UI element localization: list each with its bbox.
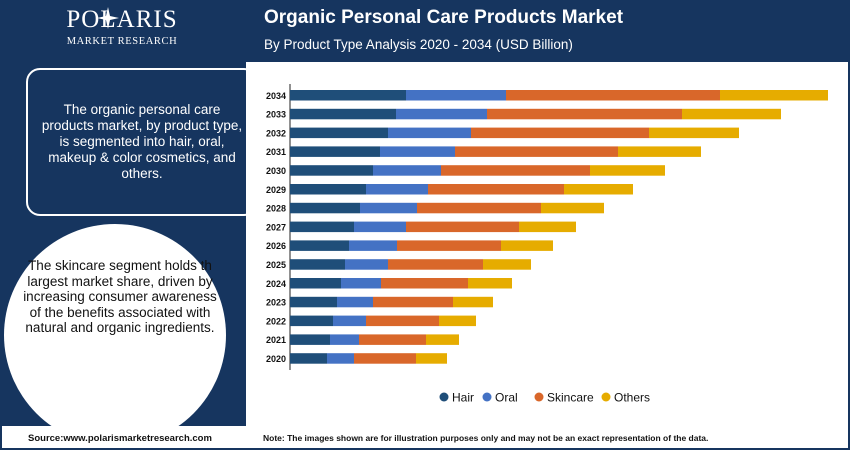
bar-skincare-2030 [441,165,590,176]
bar-oral-2026 [349,240,397,251]
disclaimer-note: Note: The images shown are for illustrat… [263,433,709,443]
bar-hair-2028 [290,202,360,214]
bar-skincare-2026 [397,240,501,251]
bar-others-2025 [483,259,531,270]
brand-logo: POLARIS [66,6,178,33]
bar-skincare-2022 [366,315,439,327]
bar-oral-2021 [330,334,359,345]
y-tick-label: 2032 [266,128,286,138]
bar-skincare-2020 [354,353,416,364]
bar-skincare-2031 [455,146,618,157]
bar-hair-2027 [290,221,354,233]
bar-others-2033 [682,108,781,120]
y-tick-label: 2021 [266,335,286,345]
bar-others-2022 [439,315,476,327]
bar-hair-2023 [290,296,337,308]
y-tick-label: 2030 [266,166,286,176]
bar-hair-2034 [290,90,406,101]
bar-hair-2026 [290,240,349,251]
bar-skincare-2023 [373,296,453,308]
y-tick-label: 2028 [266,204,286,214]
bar-others-2027 [519,221,576,233]
bar-oral-2022 [333,315,366,327]
bar-hair-2029 [290,184,366,195]
bar-skincare-2024 [381,278,468,289]
legend-marker-others [601,392,611,402]
bar-oral-2029 [366,184,428,195]
chart-title: Organic Personal Care Products Market [264,7,624,28]
bar-others-2023 [453,296,493,308]
bar-hair-2020 [290,353,327,364]
y-tick-label: 2027 [266,222,286,232]
y-tick-label: 2023 [266,298,286,308]
source-text: Source:www.polarismarketresearch.com [28,433,212,444]
legend-label-oral: Oral [495,391,518,405]
bar-oral-2033 [396,108,487,120]
y-tick-label: 2033 [266,110,286,120]
bar-hair-2030 [290,165,373,176]
bar-oral-2023 [337,296,373,308]
legend-marker-oral [482,392,492,402]
bar-skincare-2029 [428,184,564,195]
bar-oral-2034 [406,90,506,101]
bar-hair-2021 [290,334,330,345]
bar-oral-2030 [373,165,441,176]
bar-skincare-2027 [406,221,519,233]
segmentation-info-text: The organic personal care products marke… [41,102,243,181]
bar-oral-2028 [360,202,417,214]
y-tick-label: 2034 [266,91,286,101]
highlight-circle [4,224,226,446]
bar-skincare-2028 [417,202,541,214]
bar-oral-2032 [388,127,471,139]
bar-others-2030 [590,165,665,176]
y-tick-label: 2031 [266,147,286,157]
y-tick-label: 2029 [266,185,286,195]
segmentation-info-box: The organic personal care products marke… [26,68,258,216]
skincare-highlight-text: The skincare segment holds th largest ma… [23,258,217,335]
polaris-star-icon [97,7,119,29]
legend-marker-skincare [534,392,544,402]
bar-others-2028 [541,202,604,214]
legend-marker-hair [439,392,449,402]
bar-oral-2027 [354,221,406,233]
bar-hair-2024 [290,278,341,289]
y-tick-label: 2024 [266,279,286,289]
bar-hair-2033 [290,108,396,120]
bar-oral-2020 [327,353,354,364]
bar-skincare-2021 [359,334,426,345]
footer-band [2,426,848,448]
bar-others-2026 [501,240,553,251]
legend-label-hair: Hair [452,391,474,405]
bar-skincare-2034 [506,90,720,101]
bar-oral-2025 [345,259,388,270]
legend-label-others: Others [614,391,650,405]
bar-others-2031 [618,146,701,157]
header-band [246,2,848,62]
bar-others-2032 [649,127,739,139]
legend-label-skincare: Skincare [547,391,594,405]
brand-tagline: MARKET RESEARCH [66,36,178,47]
bar-others-2021 [426,334,459,345]
bar-others-2020 [416,353,447,364]
y-tick-label: 2020 [266,354,286,364]
bar-hair-2032 [290,127,388,139]
chart-subtitle: By Product Type Analysis 2020 - 2034 (US… [264,37,573,52]
bar-oral-2031 [380,146,455,157]
bar-hair-2022 [290,315,333,327]
bar-others-2034 [720,90,828,101]
bar-others-2029 [564,184,633,195]
bar-oral-2024 [341,278,381,289]
bar-skincare-2025 [388,259,483,270]
bar-others-2024 [468,278,512,289]
bar-hair-2031 [290,146,380,157]
y-tick-label: 2022 [266,316,286,326]
bar-skincare-2032 [471,127,649,139]
bar-skincare-2033 [487,108,682,120]
y-tick-label: 2025 [266,260,286,270]
y-tick-label: 2026 [266,241,286,251]
bar-hair-2025 [290,259,345,270]
